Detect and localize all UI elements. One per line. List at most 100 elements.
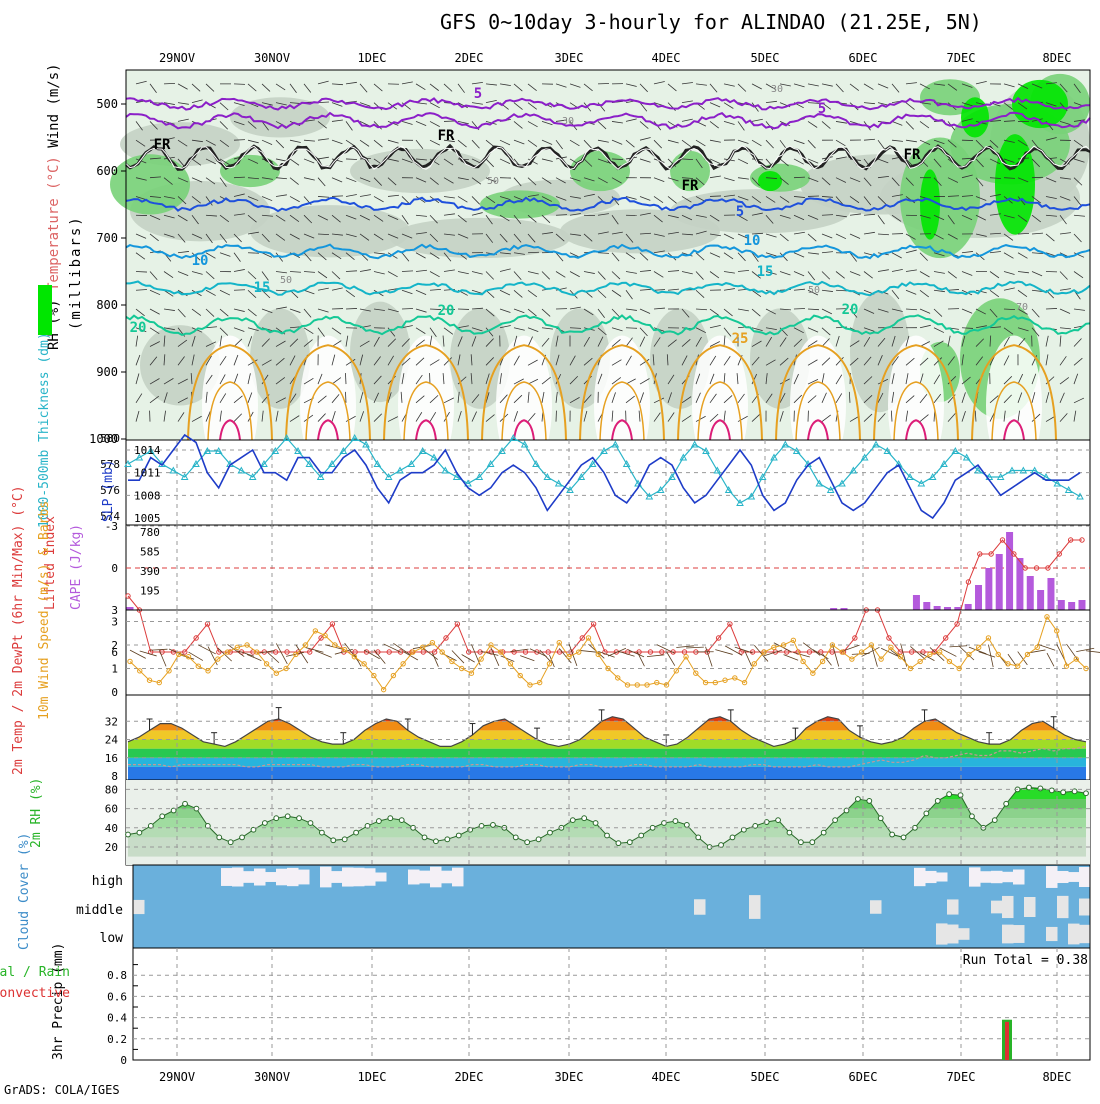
cloud-gap <box>1002 925 1014 944</box>
rh-point <box>776 818 781 823</box>
rh-area <box>350 149 490 193</box>
rh-point <box>947 792 952 797</box>
date-label-top: 30NOV <box>254 51 290 65</box>
rh-point <box>1084 791 1089 796</box>
rh-contour-label: 50 <box>280 275 292 286</box>
rh-point <box>308 821 313 826</box>
cloud-gap <box>947 899 959 914</box>
cloud-gap <box>441 871 453 884</box>
temp-band <box>126 712 1090 721</box>
rh-contour-label: 50 <box>487 176 499 187</box>
wind-barb-10m <box>910 646 925 659</box>
wind-barb <box>626 328 637 329</box>
grads-credit: GrADS: COLA/IGES <box>4 1083 120 1097</box>
rh-area <box>110 154 190 214</box>
precip-tick-label: 0.4 <box>107 1012 127 1025</box>
cloud-tick-label: high <box>92 874 123 889</box>
cloud-gap <box>287 868 299 886</box>
date-label-top: 3DEC <box>555 51 584 65</box>
rh-point <box>684 823 689 828</box>
date-label-top: 29NOV <box>159 51 195 65</box>
rh-point <box>1004 801 1009 806</box>
date-label-bottom: 2DEC <box>455 1070 484 1084</box>
wind-barb-10m <box>715 650 732 655</box>
rh-legend-swatch <box>38 285 52 335</box>
rh-point <box>331 838 336 843</box>
date-label-bottom: 8DEC <box>1043 1070 1072 1084</box>
rh-point <box>833 818 838 823</box>
rh-point <box>274 816 279 821</box>
precip-legend-convective: Convective <box>0 986 70 1001</box>
cloud-gap <box>1068 872 1080 882</box>
wind-barb-10m <box>130 650 146 658</box>
rh-point <box>536 837 541 842</box>
lifted-index-line <box>128 540 1082 652</box>
cloud-gap <box>430 867 442 888</box>
date-label-bottom: 3DEC <box>555 1070 584 1084</box>
cape-bar <box>1068 602 1075 610</box>
rh-point <box>399 818 404 823</box>
temp-tick-label: 24 <box>105 734 119 747</box>
cape-bar <box>1006 532 1013 610</box>
precip-tick-label: 0.6 <box>107 990 127 1003</box>
millibars-label: (millibars) <box>68 215 84 330</box>
rh-point <box>673 819 678 824</box>
rh-contour-label: 70 <box>1016 302 1028 313</box>
isotherm-label: FR <box>904 147 921 163</box>
rh-point <box>856 797 861 802</box>
cape-bar <box>1016 558 1023 610</box>
date-label-bottom: 5DEC <box>751 1070 780 1084</box>
axis-label-part: Temperature (°C) <box>46 156 62 299</box>
isotherm-label: 15 <box>757 264 774 280</box>
cloud-gap <box>980 871 992 883</box>
wind-barb-10m <box>1066 644 1079 662</box>
isotherm-label: 20 <box>438 303 455 319</box>
rh-point <box>821 830 826 835</box>
wind-barb <box>345 373 346 384</box>
isotherm-label: FR <box>438 128 455 144</box>
cape-bar <box>1047 578 1054 610</box>
wind-barb <box>556 215 567 216</box>
wind-barb-10m <box>462 654 475 662</box>
cloud-gap <box>133 900 145 914</box>
cloud-gap <box>1002 872 1014 882</box>
cloud-gap <box>1046 927 1058 941</box>
wind-barb <box>402 308 413 309</box>
wind-barb-10m <box>813 650 829 659</box>
cloud-gap <box>870 900 882 914</box>
cloud-gap <box>1046 866 1058 888</box>
wind-barb-10m <box>988 645 993 668</box>
cloud-gap <box>353 868 365 887</box>
wind-barb-10m <box>676 646 694 648</box>
wind-barb-10m <box>198 645 215 654</box>
date-label-bottom: 29NOV <box>159 1070 195 1084</box>
date-label-top: 5DEC <box>751 51 780 65</box>
date-label-bottom: 30NOV <box>254 1070 290 1084</box>
wind-barb <box>794 309 805 310</box>
cloud-gap <box>232 867 244 886</box>
wind-barb-10m <box>520 656 534 661</box>
wind-barb <box>710 196 721 197</box>
wind-barb-10m <box>647 655 664 657</box>
temp-band <box>126 767 1090 776</box>
cloud-gap <box>331 871 343 883</box>
wind-barb-10m <box>686 647 704 648</box>
cloud-tick-label: middle <box>76 903 123 918</box>
date-label-bottom: 1DEC <box>358 1070 387 1084</box>
cloud-gap <box>221 868 233 886</box>
cloud-gap <box>243 871 255 883</box>
rh-point <box>262 821 267 826</box>
cape-bar <box>996 554 1003 610</box>
cape-bar <box>1037 590 1044 610</box>
date-label-bottom: 6DEC <box>849 1070 878 1084</box>
date-label-top: 8DEC <box>1043 51 1072 65</box>
temp-tick-label: 16 <box>105 752 118 765</box>
cloud-gap <box>1013 925 1025 943</box>
precip-panel-frame <box>133 948 1090 1060</box>
cloud-gap <box>969 867 981 886</box>
temp-band <box>126 730 1090 739</box>
rh-area <box>570 151 630 191</box>
precip-tick-label: 0.8 <box>107 969 127 982</box>
wind-axis-label: 10m Wind Speed (m/s) & Barbs <box>37 501 52 720</box>
